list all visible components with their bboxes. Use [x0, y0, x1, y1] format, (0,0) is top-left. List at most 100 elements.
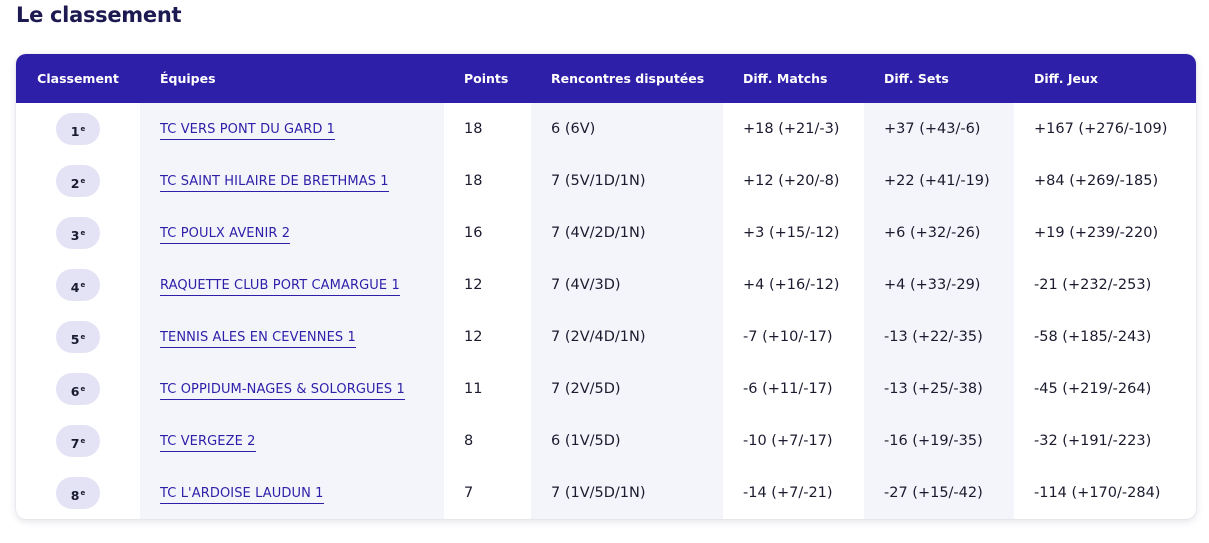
table-row: 7e TC VERGEZE 2 8 6 (1V/5D) -10 (+7/-17)… — [16, 415, 1196, 467]
rank-suffix: e — [80, 333, 86, 341]
table-row: 3e TC POULX AVENIR 2 16 7 (4V/2D/1N) +3 … — [16, 207, 1196, 259]
rank-suffix: e — [80, 437, 86, 445]
rank-cell: 6e — [16, 363, 140, 415]
diff-sets-cell: -13 (+22/-35) — [864, 311, 1014, 363]
table-header-row: Classement Équipes Points Rencontres dis… — [16, 54, 1196, 103]
played-cell: 7 (4V/2D/1N) — [531, 207, 723, 259]
team-cell: TC OPPIDUM-NAGES & SOLORGUES 1 — [140, 363, 444, 415]
rank-number: 2 — [70, 176, 80, 191]
header-diff-sets: Diff. Sets — [884, 71, 949, 86]
team-link[interactable]: TENNIS ALES EN CEVENNES 1 — [160, 330, 356, 348]
rank-badge: 2e — [56, 165, 100, 197]
table-row: 5e TENNIS ALES EN CEVENNES 1 12 7 (2V/4D… — [16, 311, 1196, 363]
diff-jeux-cell: +167 (+276/-109) — [1034, 121, 1168, 137]
header-diff-jeux: Diff. Jeux — [1034, 71, 1098, 86]
diff-matchs-cell: +3 (+15/-12) — [743, 225, 840, 241]
diff-matchs-cell: +4 (+16/-12) — [743, 277, 840, 293]
table-row: 6e TC OPPIDUM-NAGES & SOLORGUES 1 11 7 (… — [16, 363, 1196, 415]
rank-badge: 4e — [56, 269, 100, 301]
diff-matchs-cell: +12 (+20/-8) — [743, 173, 840, 189]
diff-jeux-cell: +84 (+269/-185) — [1034, 173, 1159, 189]
team-link[interactable]: TC VERGEZE 2 — [160, 434, 256, 452]
diff-sets-cell: -27 (+15/-42) — [864, 467, 1014, 519]
diff-sets-cell: +22 (+41/-19) — [864, 155, 1014, 207]
diff-jeux-cell: -114 (+170/-284) — [1034, 485, 1161, 501]
rank-badge: 6e — [56, 373, 100, 405]
team-link[interactable]: TC SAINT HILAIRE DE BRETHMAS 1 — [160, 174, 389, 192]
diff-matchs-cell: -6 (+11/-17) — [743, 381, 833, 397]
rank-number: 4 — [70, 280, 80, 295]
played-cell: 6 (1V/5D) — [531, 415, 723, 467]
rank-suffix: e — [80, 489, 86, 497]
played-cell: 7 (1V/5D/1N) — [531, 467, 723, 519]
table-body: 1e TC VERS PONT DU GARD 1 18 6 (6V) +18 … — [16, 103, 1196, 519]
header-team: Équipes — [160, 71, 216, 86]
rank-badge: 7e — [56, 425, 100, 457]
team-cell: TENNIS ALES EN CEVENNES 1 — [140, 311, 444, 363]
rank-badge: 3e — [56, 217, 100, 249]
page-title: Le classement — [16, 3, 182, 27]
points-cell: 18 — [464, 173, 483, 189]
rank-number: 7 — [70, 436, 80, 451]
points-cell: 8 — [464, 433, 474, 449]
played-cell: 7 (2V/5D) — [531, 363, 723, 415]
standings-card: Classement Équipes Points Rencontres dis… — [16, 54, 1196, 519]
table-row: 2e TC SAINT HILAIRE DE BRETHMAS 1 18 7 (… — [16, 155, 1196, 207]
diff-jeux-cell: -21 (+232/-253) — [1034, 277, 1152, 293]
diff-sets-cell: -13 (+25/-38) — [864, 363, 1014, 415]
played-cell: 6 (6V) — [531, 103, 723, 155]
rank-suffix: e — [80, 281, 86, 289]
points-cell: 12 — [464, 329, 483, 345]
diff-matchs-cell: -10 (+7/-17) — [743, 433, 833, 449]
points-cell: 12 — [464, 277, 483, 293]
rank-suffix: e — [80, 125, 86, 133]
rank-cell: 4e — [16, 259, 140, 311]
team-cell: TC L'ARDOISE LAUDUN 1 — [140, 467, 444, 519]
points-cell: 16 — [464, 225, 483, 241]
diff-matchs-cell: +18 (+21/-3) — [743, 121, 840, 137]
team-link[interactable]: TC POULX AVENIR 2 — [160, 226, 291, 244]
rank-suffix: e — [80, 177, 86, 185]
standings-table: Classement Équipes Points Rencontres dis… — [16, 54, 1196, 519]
rank-number: 3 — [70, 228, 80, 243]
played-cell: 7 (5V/1D/1N) — [531, 155, 723, 207]
diff-matchs-cell: -7 (+10/-17) — [743, 329, 833, 345]
played-cell: 7 (4V/3D) — [531, 259, 723, 311]
team-cell: TC SAINT HILAIRE DE BRETHMAS 1 — [140, 155, 444, 207]
rank-badge: 5e — [56, 321, 100, 353]
rank-number: 8 — [70, 488, 80, 503]
rank-number: 5 — [70, 332, 80, 347]
rank-number: 6 — [70, 384, 80, 399]
diff-jeux-cell: -58 (+185/-243) — [1034, 329, 1152, 345]
diff-jeux-cell: -32 (+191/-223) — [1034, 433, 1152, 449]
points-cell: 7 — [464, 485, 474, 501]
table-row: 1e TC VERS PONT DU GARD 1 18 6 (6V) +18 … — [16, 103, 1196, 155]
rank-cell: 5e — [16, 311, 140, 363]
header-diff-matchs: Diff. Matchs — [743, 71, 828, 86]
diff-sets-cell: +4 (+33/-29) — [864, 259, 1014, 311]
team-link[interactable]: TC L'ARDOISE LAUDUN 1 — [160, 486, 324, 504]
team-cell: TC VERS PONT DU GARD 1 — [140, 103, 444, 155]
header-rank: Classement — [37, 71, 119, 86]
points-cell: 11 — [464, 381, 483, 397]
diff-jeux-cell: -45 (+219/-264) — [1034, 381, 1152, 397]
rank-suffix: e — [80, 229, 86, 237]
team-cell: TC VERGEZE 2 — [140, 415, 444, 467]
rank-cell: 1e — [16, 103, 140, 155]
rank-badge: 8e — [56, 477, 100, 509]
points-cell: 18 — [464, 121, 483, 137]
diff-matchs-cell: -14 (+7/-21) — [743, 485, 833, 501]
diff-sets-cell: +6 (+32/-26) — [864, 207, 1014, 259]
team-link[interactable]: TC VERS PONT DU GARD 1 — [160, 122, 336, 140]
rank-cell: 7e — [16, 415, 140, 467]
rank-number: 1 — [70, 124, 80, 139]
table-row: 8e TC L'ARDOISE LAUDUN 1 7 7 (1V/5D/1N) … — [16, 467, 1196, 519]
rank-cell: 3e — [16, 207, 140, 259]
table-row: 4e RAQUETTE CLUB PORT CAMARGUE 1 12 7 (4… — [16, 259, 1196, 311]
diff-jeux-cell: +19 (+239/-220) — [1034, 225, 1159, 241]
team-link[interactable]: RAQUETTE CLUB PORT CAMARGUE 1 — [160, 278, 400, 296]
rank-cell: 2e — [16, 155, 140, 207]
diff-sets-cell: +37 (+43/-6) — [864, 103, 1014, 155]
rank-cell: 8e — [16, 467, 140, 519]
team-link[interactable]: TC OPPIDUM-NAGES & SOLORGUES 1 — [160, 382, 405, 400]
